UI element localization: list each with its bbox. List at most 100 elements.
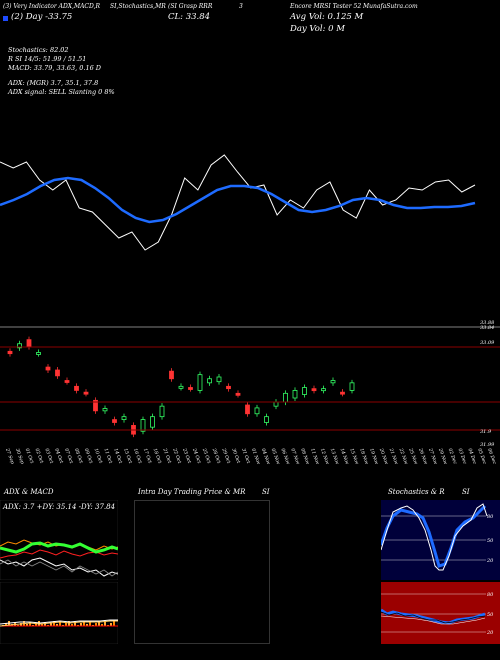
x-axis-label: 21 Oct <box>161 447 172 465</box>
macd-bar <box>29 622 31 626</box>
x-axis-label: 30 Oct <box>230 448 241 465</box>
x-axis-label: 22 Nov <box>397 447 409 466</box>
candle-body <box>349 382 355 391</box>
macd-bar <box>113 621 115 626</box>
rsi-value: R SI 14/5: 51.99 / 51.51 <box>8 55 87 63</box>
macd-bar <box>41 624 43 626</box>
macd-bar <box>110 623 112 626</box>
price-label-4: 31.9 <box>480 429 492 435</box>
macd-bar <box>56 624 58 626</box>
x-axis-label: 16 Oct <box>132 448 143 465</box>
rsi-panel: 80 50 20 <box>381 582 500 644</box>
candle-body <box>121 416 127 420</box>
macd-bar <box>20 623 22 626</box>
stoch-label-50: 50 <box>487 538 494 544</box>
candle-body <box>83 391 89 395</box>
rsi-label-80: 80 <box>487 592 494 598</box>
x-axis-label: 02 Dec <box>447 448 458 466</box>
adx-value: ADX: (MGR) 3.7, 35.1, 37.8 <box>8 79 99 87</box>
macd-bar <box>68 621 70 626</box>
adx-line-gray <box>0 559 118 577</box>
ema-line <box>0 176 476 224</box>
x-axis-label: 07 Nov <box>289 448 300 466</box>
header-title-left: (3) Very Indicator ADX,MACD,R <box>3 3 101 10</box>
header-title-mid: SI,Stochastics,MR <box>110 3 166 10</box>
macd-bar <box>5 623 7 626</box>
macd-bar <box>74 622 76 626</box>
x-axis-label: 06 Dec <box>486 448 497 466</box>
x-axis-label: 03 Oct <box>43 448 54 465</box>
candle-body <box>93 399 98 412</box>
x-axis-label: 04 Dec <box>466 448 477 466</box>
stoch-label-20: 20 <box>486 558 494 564</box>
candle-body <box>64 380 70 383</box>
price-label-1: 33.88 <box>480 320 494 326</box>
header-number: 3 <box>239 3 243 10</box>
x-axis-label: 14 Nov <box>339 448 350 466</box>
day-volume: Day Vol: 0 M <box>290 24 345 34</box>
macd-bar <box>53 621 55 626</box>
candle-body <box>197 374 203 391</box>
main-price-chart: 33.88 33.84 33.09 31.9 31.99 27 Sep 30 Se… <box>0 154 500 466</box>
x-axis-label: 15 Nov <box>348 448 359 466</box>
adx-panel: ADX: 3.7 +DY: 35.14 -DY: 37.84 <box>0 500 118 580</box>
stochastics-value: Stochastics: 82.02 <box>8 46 69 54</box>
price-label-5: 31.99 <box>480 442 495 448</box>
intra-panel-title-b: SI <box>262 488 270 496</box>
x-axis-label: 29 Nov <box>437 447 449 466</box>
close-price-line <box>0 154 476 251</box>
candle-body <box>273 401 279 407</box>
avg-volume: Avg Vol: 0.125 M <box>290 12 364 22</box>
macd-bar <box>71 624 73 626</box>
x-axis-label: 13 Nov <box>329 448 340 466</box>
candle-body <box>292 390 298 399</box>
x-axis-label: 17 Oct <box>142 448 153 465</box>
x-axis-label: 03 Dec <box>457 448 468 466</box>
adx-line-red <box>0 549 118 559</box>
day-change: (2) Day -33.75 <box>11 12 73 22</box>
x-axis-label: 27 Nov <box>427 447 439 466</box>
candle-body <box>340 391 345 395</box>
x-axis-label: 18 Oct <box>152 448 163 465</box>
rsi-signal-line <box>381 611 486 624</box>
macd-bar <box>50 623 52 626</box>
candle-body <box>45 366 51 371</box>
x-axis-label: 31 Oct <box>240 448 251 465</box>
candle-body <box>17 343 22 349</box>
x-axis-label: 09 Oct <box>83 448 94 465</box>
candle-body <box>264 416 269 423</box>
x-axis-label: 19 Nov <box>368 448 379 466</box>
macd-panel <box>0 582 118 644</box>
x-axis-label: 05 Nov <box>270 448 281 466</box>
header-title-mid2: (SI Grasp RRR <box>168 3 213 10</box>
x-axis-label: 15 Oct <box>122 448 133 465</box>
stoch-k-line <box>381 504 487 568</box>
x-axis-label: 28 Oct <box>210 447 221 465</box>
rsi-label-20: 20 <box>486 630 494 636</box>
x-axis-label: 07 Oct <box>63 448 74 465</box>
candle-body <box>26 339 32 348</box>
macd-bar <box>80 623 82 626</box>
x-axis-label: 06 Nov <box>280 448 291 466</box>
candle-body <box>169 370 174 380</box>
x-axis-label: 22 Oct <box>171 447 182 465</box>
macd-bar <box>95 623 97 626</box>
x-axis-label: 11 Nov <box>309 448 320 466</box>
candle-body <box>311 388 317 392</box>
candle-body <box>178 385 184 389</box>
intraday-panel <box>134 500 270 644</box>
macd-bar <box>89 622 91 626</box>
x-axis-label: 30 Sep <box>14 448 25 465</box>
rsi-avg-line <box>381 615 486 625</box>
x-axis-label: 25 Oct <box>201 447 212 465</box>
candle-body <box>302 387 307 395</box>
stoch-panel-title-b: SI <box>462 488 470 496</box>
candle-body <box>254 407 260 415</box>
macd-bar <box>26 624 28 626</box>
x-axis-label: 11 Oct <box>102 448 113 465</box>
macd-bar <box>104 622 106 626</box>
x-axis-label: 01 Nov <box>250 448 261 466</box>
candle-body <box>102 408 108 412</box>
x-axis-label: 23 Oct <box>181 447 192 465</box>
adx-panel-title: ADX & MACD <box>4 488 54 496</box>
